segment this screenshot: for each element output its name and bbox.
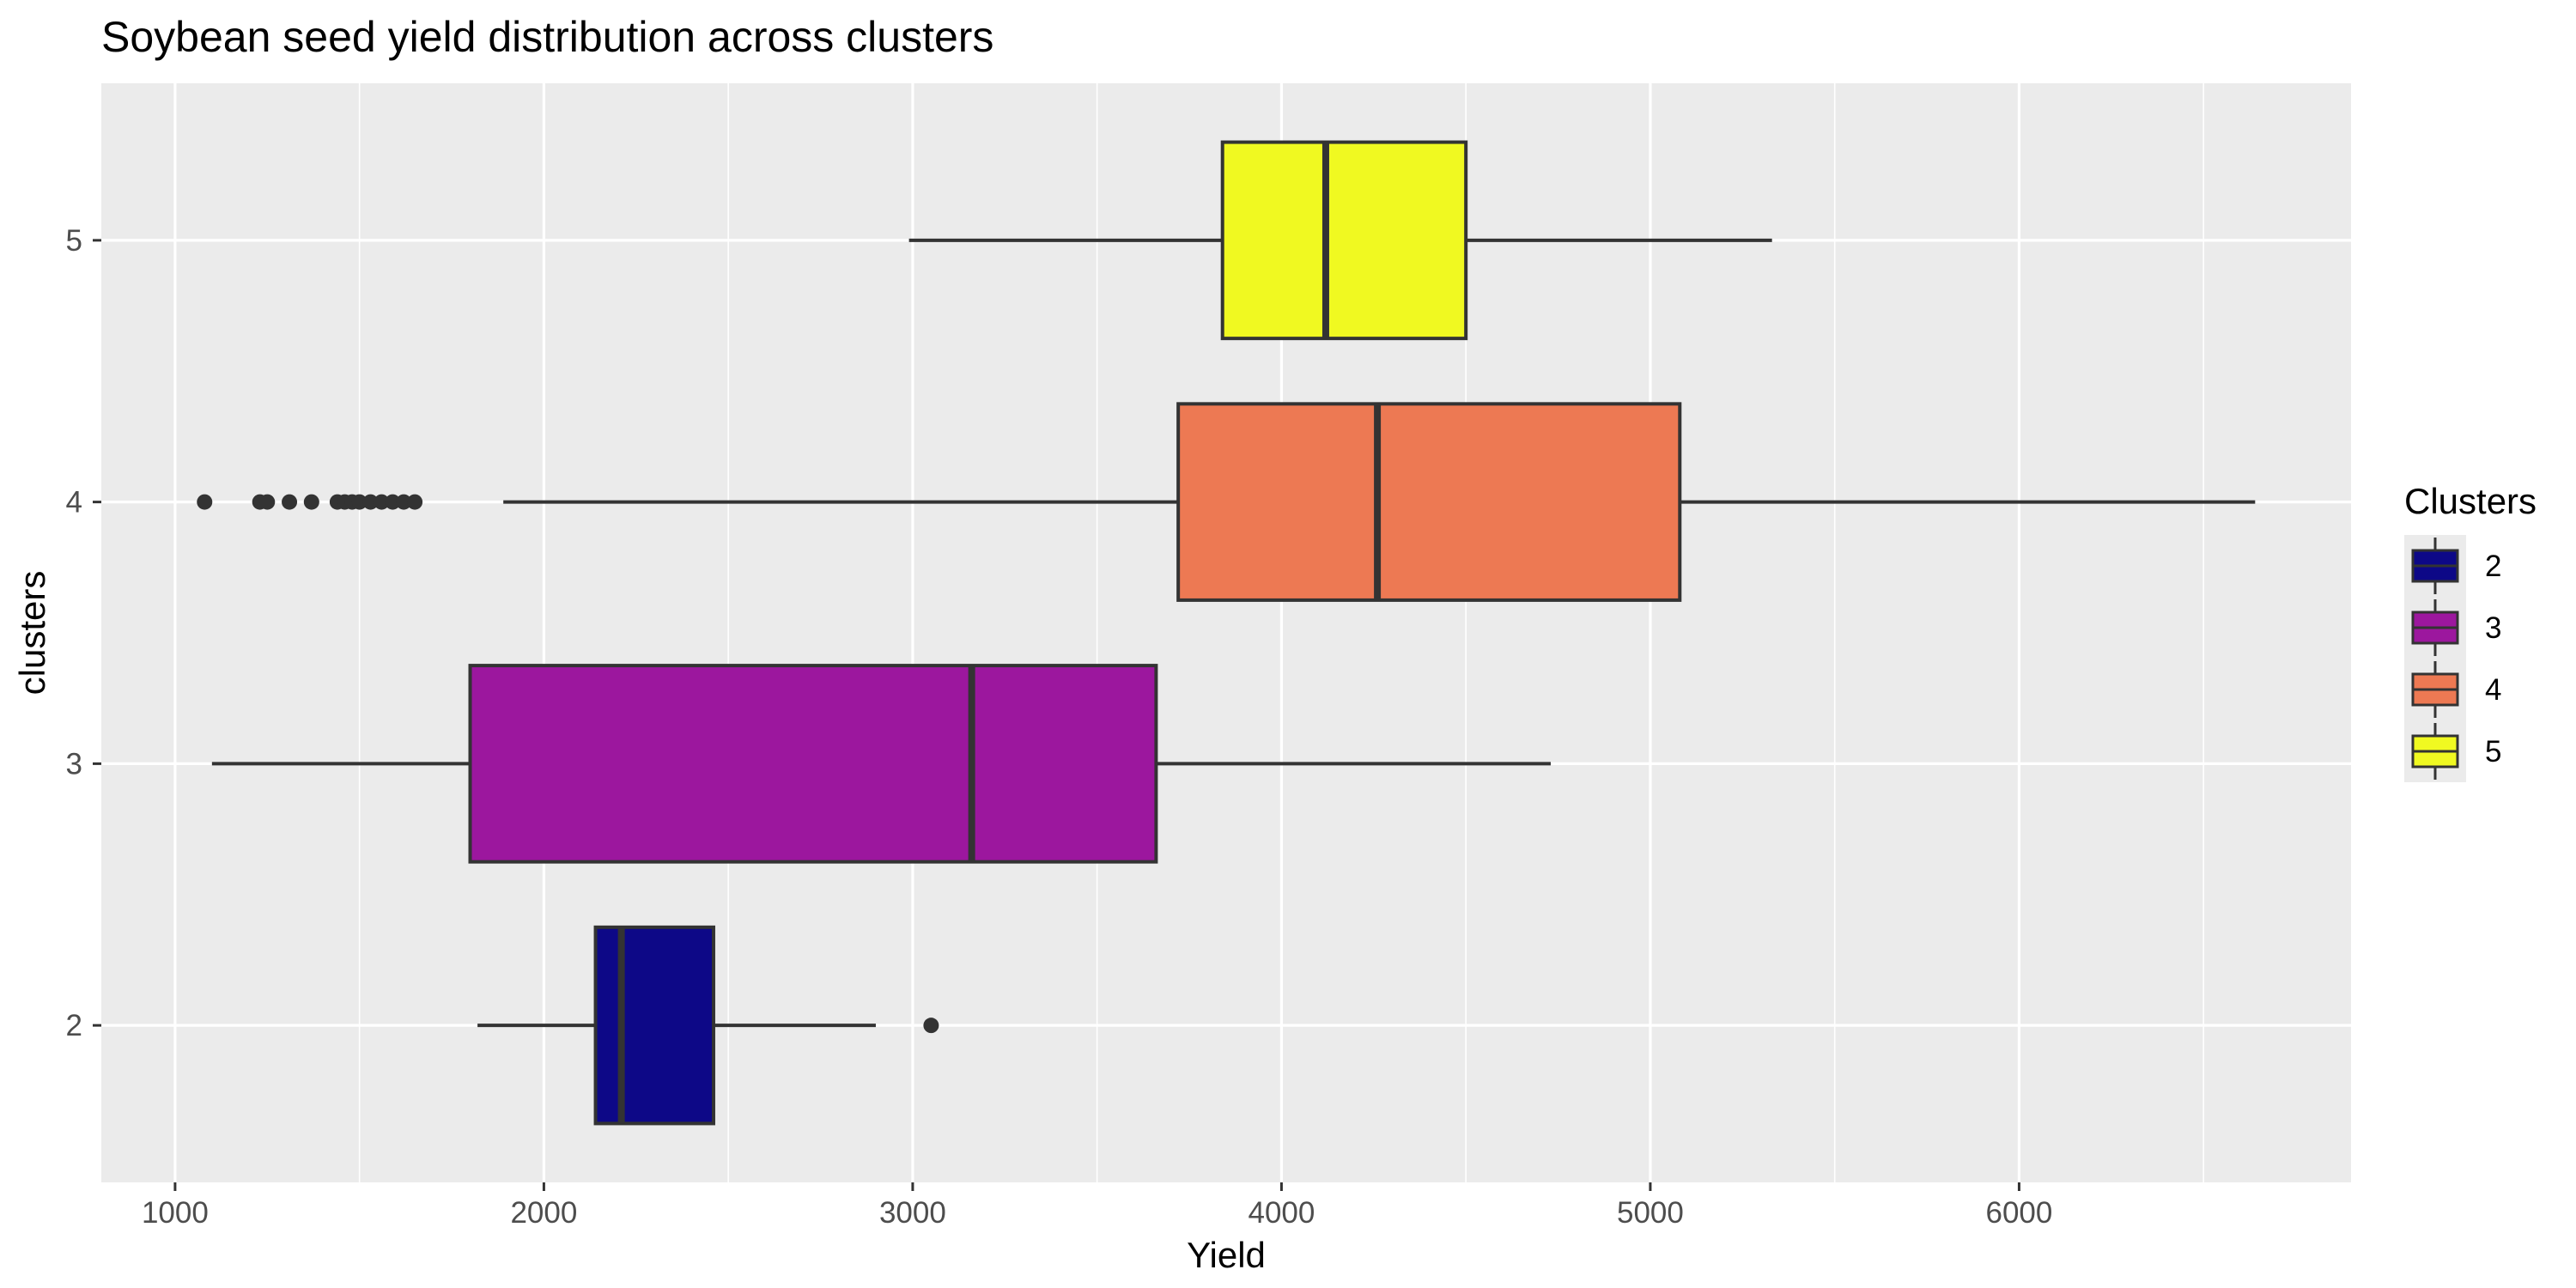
chart-title: Soybean seed yield distribution across c… — [101, 13, 993, 61]
outlier-point — [259, 494, 276, 510]
outlier-point — [396, 494, 412, 510]
x-tick-label: 3000 — [879, 1196, 946, 1230]
outlier-point — [374, 494, 390, 510]
outlier-point — [351, 494, 368, 510]
x-tick-label: 4000 — [1248, 1196, 1315, 1230]
legend-label: 3 — [2485, 611, 2501, 645]
box-cluster-4 — [197, 402, 2256, 602]
legend-label: 2 — [2485, 550, 2501, 583]
outlier-point — [923, 1018, 939, 1034]
axes: 1000 2000 3000 4000 5000 6000 2 3 4 5 — [66, 224, 2053, 1230]
outlier-point — [362, 494, 379, 510]
x-axis-label: Yield — [1187, 1235, 1266, 1275]
legend-title: Clusters — [2404, 481, 2537, 521]
x-tick-label: 1000 — [142, 1196, 209, 1230]
legend-item-4: 4 — [2411, 661, 2501, 718]
box-cluster-2 — [477, 925, 939, 1126]
legend-item-3: 3 — [2411, 599, 2501, 656]
legend-item-2: 2 — [2411, 538, 2501, 594]
legend-label: 5 — [2485, 735, 2501, 769]
legend-label: 4 — [2485, 673, 2501, 707]
y-tick-label: 2 — [66, 1009, 82, 1042]
box-cluster-5 — [908, 140, 1772, 341]
box-iqr — [468, 664, 1158, 864]
outlier-point — [407, 494, 423, 510]
x-tick-label: 2000 — [510, 1196, 577, 1230]
y-tick-label: 3 — [66, 747, 82, 781]
outlier-point — [303, 494, 319, 510]
box-iqr — [593, 925, 715, 1126]
x-tick-label: 6000 — [1986, 1196, 2053, 1230]
box-iqr — [1176, 402, 1682, 602]
legend-item-5: 5 — [2411, 723, 2501, 780]
outlier-point — [197, 494, 213, 510]
x-tick-label: 5000 — [1617, 1196, 1684, 1230]
legend: Clusters 2 3 4 5 — [2404, 481, 2537, 782]
y-axis-label: clusters — [12, 571, 52, 696]
outlier-point — [385, 494, 401, 510]
y-tick-label: 4 — [66, 486, 82, 519]
y-tick-label: 5 — [66, 224, 82, 258]
outlier-point — [282, 494, 298, 510]
box-cluster-3 — [211, 664, 1551, 864]
box-iqr — [1220, 140, 1468, 341]
boxplot-series — [197, 140, 2256, 1126]
